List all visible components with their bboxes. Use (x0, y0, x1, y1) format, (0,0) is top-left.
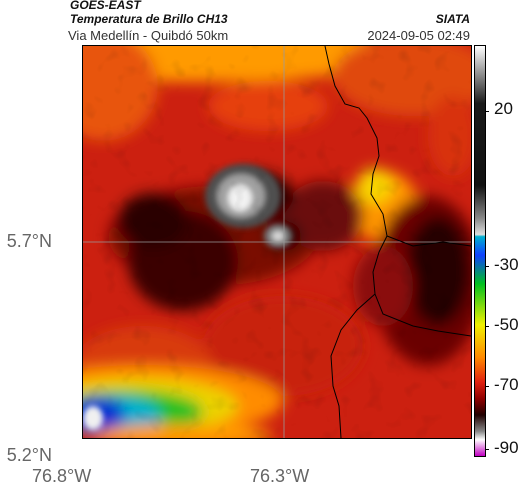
colorbar-tick (485, 386, 489, 387)
colorbar-tick (485, 111, 489, 112)
x-tick-label: 76.3°W (250, 466, 310, 486)
region-label: Via Medellín - Quibdó 50km (68, 28, 229, 43)
colorbar-label: -90 (494, 438, 519, 457)
colorbar-tick (485, 266, 489, 267)
colorbar-label: -30 (494, 255, 519, 274)
colorbar-label: -70 (494, 375, 519, 394)
organization-label: SIATA (435, 12, 470, 26)
colorbar (474, 45, 486, 457)
department-boundary (324, 46, 471, 438)
satellite-source: GOES-EAST (70, 0, 141, 12)
brightness-temperature-map (82, 45, 472, 439)
y-tick-label: 5.7°N (6, 231, 52, 251)
colorbar-label: 20 (494, 99, 513, 118)
colorbar-label: -50 (494, 315, 519, 334)
colorbar-tick (485, 449, 489, 450)
timestamp: 2024-09-05 02:49 (367, 28, 470, 43)
product-title: Temperatura de Brillo CH13 (70, 12, 228, 26)
y-tick-label: 5.2°N (6, 445, 52, 465)
colorbar-tick (485, 326, 489, 327)
x-tick-label: 76.8°W (32, 466, 92, 486)
